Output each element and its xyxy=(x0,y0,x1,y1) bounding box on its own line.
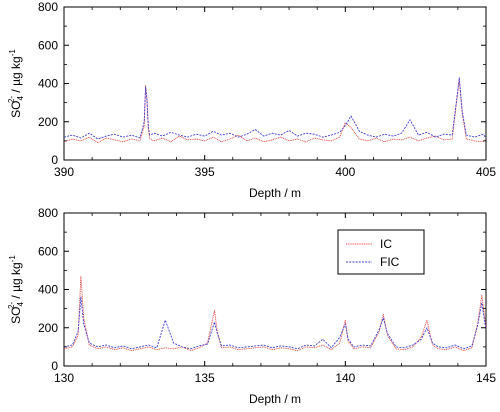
y-tick-label: 400 xyxy=(38,77,58,91)
y-tick-label: 200 xyxy=(38,321,58,335)
y-axis-label-part: / µg kg xyxy=(9,262,23,302)
x-axis-label: Depth / m xyxy=(249,392,301,406)
x-tick-label: 405 xyxy=(476,165,496,179)
x-tick-label: 130 xyxy=(54,371,74,385)
y-axis-label-part: SO xyxy=(9,306,23,323)
legend: IC FIC xyxy=(337,229,425,275)
x-tick-label: 140 xyxy=(335,371,355,385)
y-tick-label: 0 xyxy=(51,153,58,167)
y-axis-label-part: 4 xyxy=(16,95,25,100)
plot-frame xyxy=(63,6,487,161)
y-axis-label-part: 4 xyxy=(16,301,25,306)
y-axis-label-part: 2- xyxy=(7,96,16,103)
x-tick-label: 395 xyxy=(195,165,215,179)
series-line-fic xyxy=(63,77,487,140)
y-axis-label-part: 2- xyxy=(7,302,16,309)
y-axis-label-part: SO xyxy=(9,100,23,117)
x-tick-label: 135 xyxy=(195,371,215,385)
chart-panel-2: 130 135 140 145 0 200 400 600 800 Depth / m SO42- … xyxy=(7,206,496,406)
x-tick-label: 400 xyxy=(335,165,355,179)
x-tick-label: 145 xyxy=(476,371,496,385)
y-tick-label: 400 xyxy=(38,283,58,297)
y-tick-label: 800 xyxy=(38,0,58,14)
y-tick-label: 800 xyxy=(38,206,58,220)
y-tick-label: 600 xyxy=(38,244,58,258)
x-tick-label: 390 xyxy=(54,165,74,179)
y-axis-label: SO42- / µg kg-1 xyxy=(7,255,25,324)
legend-label-ic: IC xyxy=(380,237,392,251)
y-tick-label: 0 xyxy=(51,359,58,373)
y-axis-label-part: -1 xyxy=(8,255,17,263)
y-axis-label-part: / µg kg xyxy=(9,56,23,96)
series-line-ic xyxy=(63,275,487,352)
legend-box xyxy=(337,229,425,275)
x-axis-label: Depth / m xyxy=(249,186,301,200)
y-axis-label-part: -1 xyxy=(8,49,17,57)
y-axis-label: SO42- / µg kg-1 xyxy=(7,49,25,118)
series-line-fic xyxy=(63,296,487,350)
legend-label-fic: FIC xyxy=(380,255,400,269)
y-tick-label: 600 xyxy=(38,38,58,52)
chart-panel-1: 390 395 400 405 0 200 400 600 800 Depth / m SO42- … xyxy=(7,0,496,200)
series-line-ic xyxy=(63,79,487,144)
y-tick-label: 200 xyxy=(38,115,58,129)
